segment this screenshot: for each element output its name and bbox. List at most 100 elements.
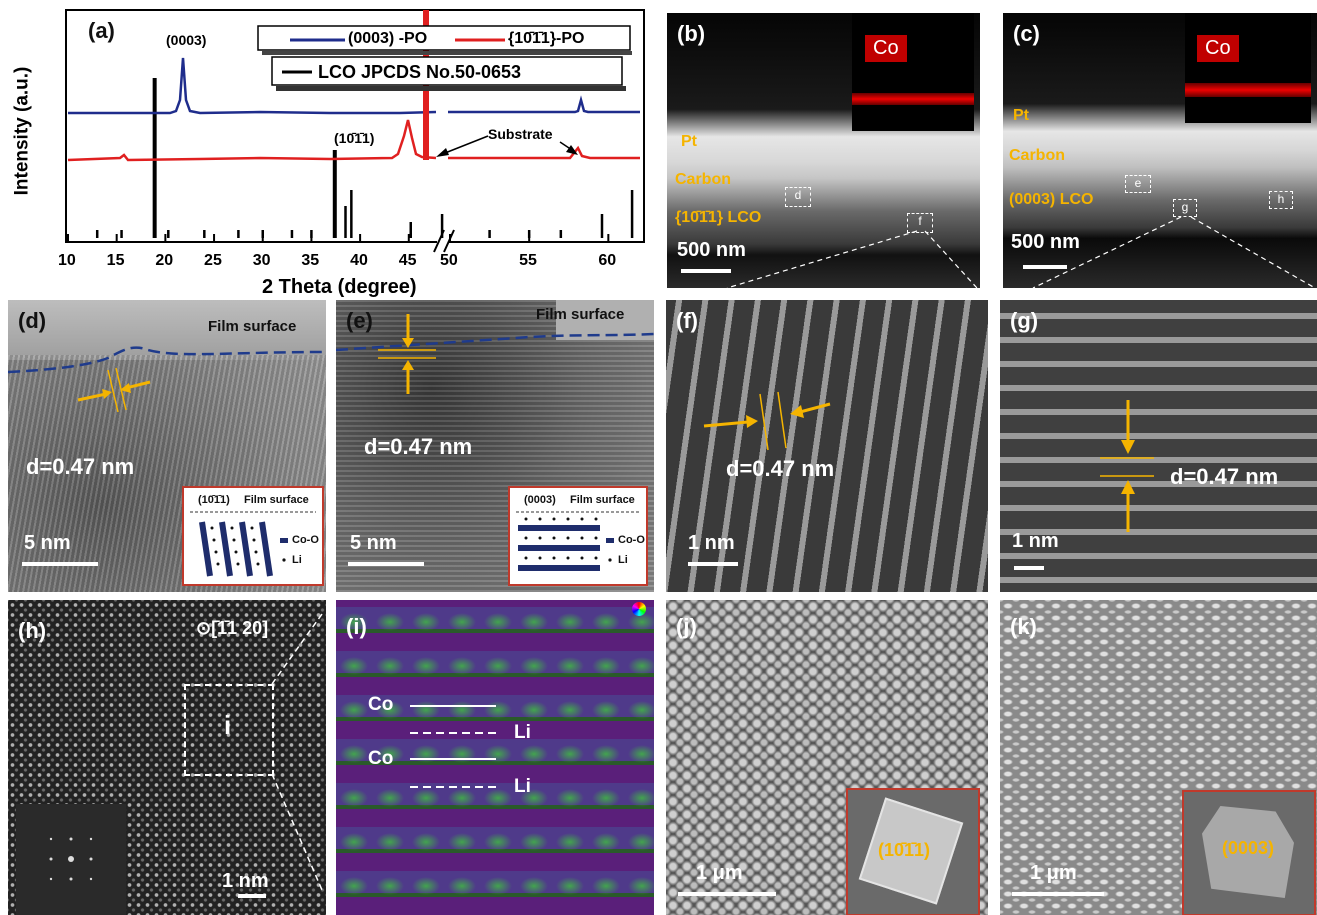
scalebar-e	[348, 562, 424, 566]
fringe-f-panel: (f) d=0.47 nm 1 nm	[666, 300, 988, 592]
co-map-b	[852, 13, 974, 131]
legend-li-d: Li	[292, 554, 302, 566]
haadf-h-panel: (h) ⊙[̄1̄1 20] i 1 nm	[8, 600, 326, 915]
layer-carbon-b: Carbon	[675, 171, 731, 188]
tem-c-panel: (c) Co Pt Carbon (0003) LCO e g h 500 nm	[1003, 13, 1317, 288]
panel-label-d: (d)	[18, 308, 47, 333]
legend-li-e: Li	[618, 554, 628, 566]
box-d: d	[785, 187, 811, 207]
sem-inset-j: (10̄1̄1)	[846, 788, 980, 915]
panel-label-a: (a)	[88, 18, 115, 43]
scale-f: 1 nm	[688, 532, 735, 554]
color-wheel-icon	[632, 602, 646, 616]
spacing-g: d=0.47 nm	[1170, 464, 1279, 489]
layer-pt-c: Pt	[1013, 107, 1029, 124]
layer-lco-c: (0003) LCO	[1009, 191, 1094, 208]
schematic-surface-e: Film surface	[570, 494, 635, 506]
box-f: f	[907, 213, 933, 233]
peak-label-0003: (0003)	[166, 32, 207, 48]
scalebar-b	[681, 269, 731, 273]
legend-coo-e: Co-O	[618, 534, 645, 546]
scale-b: 500 nm	[677, 239, 746, 261]
hrtem-d-panel: (d) Film surface d=0.47 nm 5 nm (10̄1̄1)…	[8, 300, 326, 592]
scalebar-f	[688, 562, 738, 566]
panel-label-i: (i)	[346, 614, 367, 639]
sem-inset-k: (0003)	[1182, 790, 1316, 915]
scalebar-h	[238, 894, 266, 898]
sem-inset-label-j: (10̄1̄1)	[878, 840, 931, 860]
x-tick-label: 50	[440, 252, 458, 269]
panel-label-b: (b)	[677, 21, 706, 46]
scalebar-c	[1023, 265, 1067, 269]
xrd-panel: (a) Intensity (a.u.) 2 Theta (degree) (0…	[0, 0, 660, 300]
layer-pt-b: Pt	[681, 133, 697, 150]
row-co-1: Co	[368, 694, 394, 715]
scale-k: 1 μm	[1030, 862, 1077, 884]
scalebar-j	[678, 892, 776, 896]
fft-inset	[16, 804, 126, 915]
row-li-1: Li	[514, 722, 531, 743]
series-0003-po	[68, 57, 640, 115]
legend-coo-d: Co-O	[292, 534, 319, 546]
hrtem-e-panel: (e) Film surface d=0.47 nm 5 nm (0003) F…	[336, 300, 654, 592]
spacing-d: d=0.47 nm	[26, 454, 135, 479]
x-tick-label: 30	[252, 252, 271, 269]
sem-j-panel: (j) (10̄1̄1) 1 μm	[666, 600, 988, 915]
scale-j: 1 μm	[696, 862, 743, 884]
surface-d: Film surface	[208, 318, 297, 335]
substrate-label: Substrate	[488, 126, 553, 142]
schematic-title-e: (0003)	[524, 494, 556, 506]
panel-label-k: (k)	[1010, 614, 1037, 639]
scale-h: 1 nm	[222, 870, 269, 892]
row-co-2: Co	[368, 748, 394, 769]
box-g: g	[1173, 199, 1197, 217]
panel-label-h: (h)	[18, 618, 47, 643]
schematic-d: (10̄1̄1) Film surface Co-O Li	[182, 486, 324, 586]
box-e: e	[1125, 175, 1151, 193]
x-tick-label: 45	[398, 252, 417, 269]
row-li-2: Li	[514, 776, 531, 797]
zone-axis-h: ⊙[̄1̄1 20]	[196, 618, 269, 638]
co-map-c	[1185, 13, 1311, 123]
surface-e: Film surface	[536, 306, 625, 323]
xrd-ylabel: Intensity (a.u.)	[11, 66, 33, 196]
scalebar-g	[1014, 566, 1044, 570]
panel-label-j: (j)	[676, 614, 697, 639]
x-tick-label: 10	[58, 252, 76, 269]
panel-label-g: (g)	[1010, 308, 1039, 333]
x-tick-label: 55	[519, 252, 537, 269]
co-badge-b: Co	[865, 35, 907, 62]
layer-carbon-c: Carbon	[1009, 147, 1065, 164]
panel-label-c: (c)	[1013, 21, 1040, 46]
tem-b-panel: (b) Co Pt Carbon {10̄1̄1} LCO d f 500 nm	[667, 13, 980, 288]
x-tick-label: 60	[598, 252, 617, 269]
xrd-xlabel: 2 Theta (degree)	[262, 276, 417, 298]
legend-po-1011: {10̄1̄1}-PO	[508, 30, 585, 47]
panel-label-e: (e)	[346, 308, 373, 333]
fringe-g-panel: (g) d=0.47 nm 1 nm	[1000, 300, 1317, 592]
scalebar-d	[22, 562, 98, 566]
panel-label-f: (f)	[676, 308, 698, 333]
peak-label-1011: (10̄1̄1)	[334, 130, 375, 146]
x-tick-label: 15	[106, 252, 125, 269]
schematic-title-d: (10̄1̄1)	[198, 494, 230, 506]
xrd-chart	[65, 9, 645, 253]
scale-c: 500 nm	[1011, 231, 1080, 253]
sem-inset-label-k: (0003)	[1222, 838, 1275, 858]
x-tick-label: 35	[301, 252, 320, 269]
scale-d: 5 nm	[24, 532, 71, 554]
schematic-surface-d: Film surface	[244, 494, 309, 506]
scale-e: 5 nm	[350, 532, 397, 554]
scale-g: 1 nm	[1012, 530, 1059, 552]
x-tick-label: 25	[204, 252, 222, 269]
x-tick-label: 20	[155, 252, 174, 269]
legend-ref: LCO JPCDS No.50-0653	[318, 62, 522, 82]
series-1011-po	[67, 119, 640, 162]
legend-po-0003: (0003) -PO	[348, 30, 428, 47]
color-i-panel: (i) Co Li Co Li	[336, 600, 654, 915]
box-h: h	[1269, 191, 1293, 209]
box-i: i	[184, 684, 274, 776]
sem-k-panel: (k) (0003) 1 μm	[1000, 600, 1317, 915]
schematic-e: (0003) Film surface Co-O Li	[508, 486, 648, 586]
spacing-f: d=0.47 nm	[726, 456, 835, 481]
